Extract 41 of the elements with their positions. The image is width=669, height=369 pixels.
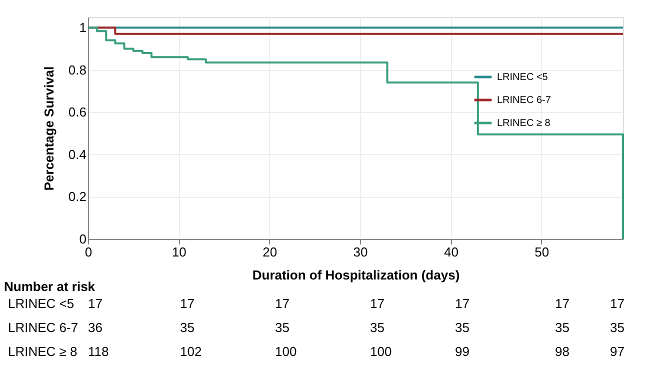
text: 98 [555,344,570,359]
y-tick-label: 0.8 [68,62,86,78]
y-tick-label: 0 [79,232,86,246]
text: Number at risk [4,279,96,294]
text: 100 [275,344,297,359]
text: 17 [610,296,624,311]
x-tick-label: 20 [262,244,278,260]
x-tick-label: 10 [172,244,186,260]
text: LRINEC <5 [8,296,74,311]
text: 35 [180,320,194,335]
text: 17 [275,296,290,311]
x-axis-title: Duration of Hospitalization (days) [252,268,460,282]
text: 99 [455,344,470,359]
text: 35 [370,320,384,335]
text: 102 [180,344,202,359]
text: LRINEC ≥ 8 [8,344,78,359]
text: 35 [555,320,570,335]
legend-label: LRINEC <5 [497,72,548,83]
text: 35 [455,320,470,335]
text: 118 [88,344,109,359]
y-axis-title: Percentage Survival [41,66,56,191]
text: 17 [180,296,194,311]
y-tick-label: 0.4 [68,146,86,162]
text: 17 [455,296,470,311]
y-tick-label: 1 [79,20,86,36]
text: 17 [88,296,102,311]
text: LRINEC 6-7 [8,320,78,335]
text: 100 [370,344,392,359]
y-tick-label: 0.6 [68,104,86,120]
text: 17 [370,296,384,311]
x-tick-label: 40 [444,244,458,260]
text: 35 [610,320,624,335]
text: 17 [555,296,570,311]
legend-label: LRINEC ≥ 8 [497,118,551,129]
legend-label: LRINEC 6-7 [497,95,552,106]
x-tick-label: 30 [353,244,368,260]
text: 35 [275,320,290,335]
x-tick-label: 50 [534,244,550,260]
text: 97 [610,344,624,359]
y-tick-label: 0.2 [68,189,86,204]
text: 36 [88,320,102,335]
